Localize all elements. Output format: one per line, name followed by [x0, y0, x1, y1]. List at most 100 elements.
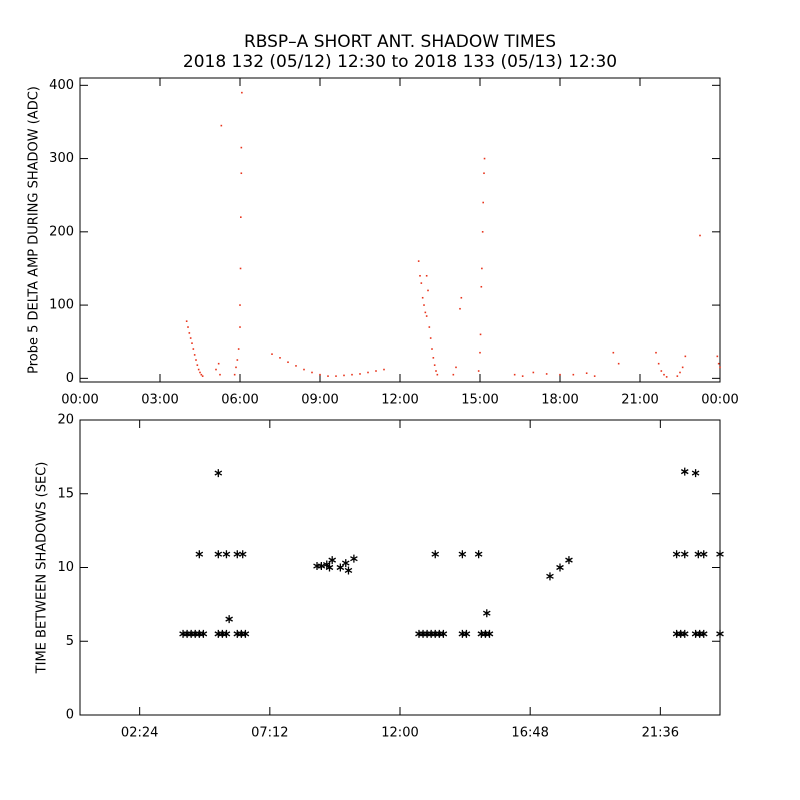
chart-subtitle: 2018 132 (05/12) 12:30 to 2018 133 (05/1… — [183, 52, 617, 72]
data-point — [435, 370, 437, 372]
data-point — [214, 550, 223, 559]
y-tick-label: 100 — [49, 298, 74, 313]
data-point — [335, 375, 337, 377]
y-tick-label: 300 — [49, 151, 74, 166]
data-point — [699, 629, 708, 638]
data-point — [383, 368, 385, 371]
x-tick-label: 02:24 — [121, 726, 158, 741]
data-point — [436, 373, 439, 376]
x-tick-label: 15:00 — [461, 393, 498, 408]
data-point — [565, 556, 573, 565]
data-point — [684, 355, 687, 358]
data-point — [676, 629, 685, 638]
data-point — [214, 629, 223, 638]
data-point — [233, 629, 242, 638]
data-point — [191, 629, 200, 638]
data-point — [420, 282, 423, 284]
x-tick-label: 00:00 — [61, 393, 98, 408]
data-point — [455, 366, 457, 369]
data-point — [691, 469, 700, 478]
data-point — [431, 348, 433, 350]
data-point — [287, 361, 289, 364]
data-point — [431, 629, 440, 638]
data-point — [532, 371, 535, 374]
data-point — [439, 629, 448, 638]
data-point — [482, 201, 484, 204]
data-point — [663, 373, 665, 376]
data-point — [672, 550, 681, 559]
data-point — [188, 332, 191, 334]
data-point — [477, 629, 486, 638]
x-tick-label: 21:36 — [642, 726, 679, 741]
data-point — [699, 550, 708, 559]
data-point — [317, 562, 326, 571]
y-axis-label: Probe 5 DELTA AMP DURING SHADOW (ADC) — [27, 86, 42, 374]
x-tick-label: 21:00 — [621, 393, 658, 408]
data-point — [513, 373, 516, 376]
data-point — [325, 563, 334, 572]
y-tick-label: 20 — [57, 413, 74, 428]
x-tick-label: 03:00 — [141, 393, 178, 408]
data-point — [351, 373, 353, 376]
data-point — [236, 359, 239, 361]
data-point — [428, 326, 431, 328]
data-point — [350, 554, 358, 563]
x-tick-label: 07:12 — [251, 726, 288, 741]
data-point — [225, 615, 233, 624]
data-point — [477, 370, 480, 372]
data-point — [328, 556, 337, 565]
data-point — [431, 550, 440, 559]
data-point — [481, 629, 490, 638]
data-point — [195, 550, 204, 559]
data-point — [341, 559, 350, 568]
data-point — [481, 267, 483, 270]
data-point — [218, 629, 227, 638]
data-point — [559, 373, 561, 376]
data-point — [480, 285, 483, 288]
data-point — [423, 629, 431, 638]
data-point — [429, 337, 432, 339]
data-point — [676, 375, 679, 377]
data-point — [197, 368, 200, 371]
chart-title: RBSP–A SHORT ANT. SHADOW TIMES — [244, 32, 556, 52]
data-point — [617, 362, 620, 365]
plot-frame — [79, 77, 721, 383]
data-point — [424, 311, 427, 314]
data-point — [716, 629, 724, 638]
data-point — [241, 629, 250, 638]
data-point — [200, 373, 203, 376]
data-point — [427, 629, 435, 638]
data-point — [425, 274, 428, 277]
data-point — [199, 371, 201, 374]
data-point — [679, 371, 681, 374]
data-point — [459, 307, 461, 310]
data-point — [344, 566, 353, 575]
data-point — [458, 550, 467, 559]
y-tick-label: 200 — [49, 224, 74, 239]
data-point — [482, 609, 491, 618]
data-point — [655, 351, 657, 354]
data-point — [593, 375, 596, 377]
data-point — [545, 373, 548, 375]
data-point — [717, 362, 720, 365]
data-point — [214, 469, 223, 478]
data-point — [458, 629, 467, 638]
data-point — [483, 157, 486, 160]
data-point — [241, 91, 243, 94]
data-point — [359, 373, 361, 375]
data-point — [419, 629, 427, 638]
data-point — [235, 366, 237, 369]
data-point — [716, 550, 724, 559]
y-tick-label: 5 — [66, 634, 74, 649]
y-tick-label: 15 — [57, 486, 74, 501]
x-tick-label: 12:00 — [381, 393, 418, 408]
x-tick-label: 06:00 — [221, 393, 258, 408]
data-point — [612, 351, 615, 354]
data-point — [485, 629, 494, 638]
data-point — [179, 629, 187, 638]
data-point — [423, 304, 425, 306]
data-point — [415, 629, 423, 638]
data-point — [189, 337, 192, 339]
data-point — [432, 357, 435, 359]
data-point — [240, 172, 243, 175]
